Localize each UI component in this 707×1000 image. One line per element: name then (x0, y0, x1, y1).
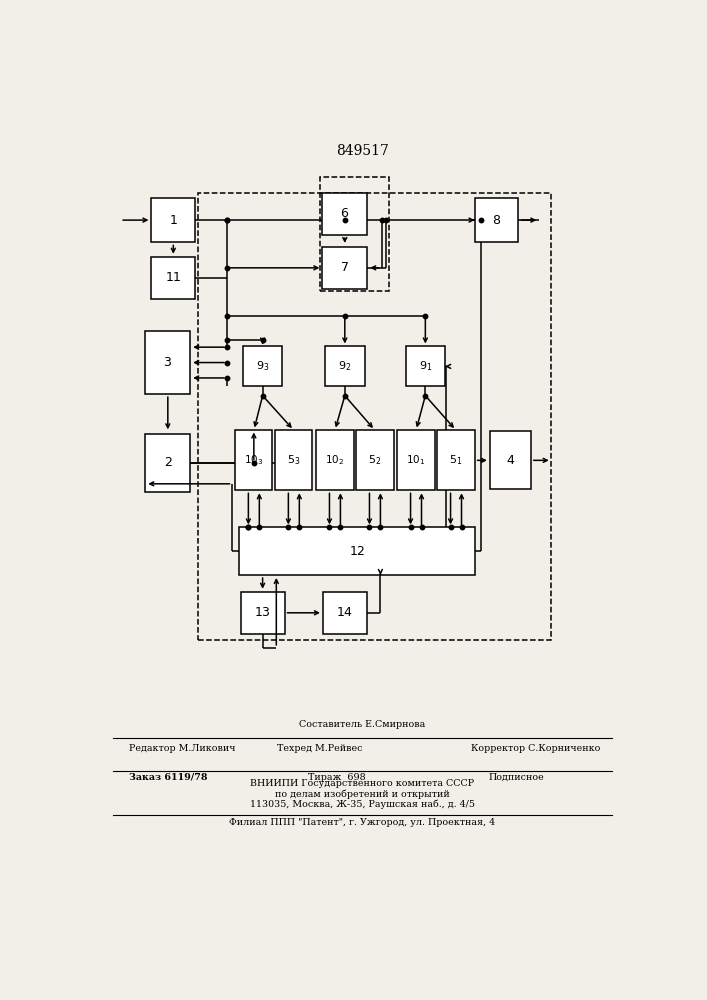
Text: $10_3$: $10_3$ (244, 453, 264, 467)
Text: Заказ 6119/78: Заказ 6119/78 (129, 773, 208, 782)
Text: $9_2$: $9_2$ (338, 360, 351, 373)
Bar (198, 193, 551, 640)
Text: 849517: 849517 (336, 144, 389, 158)
Text: $10_1$: $10_1$ (407, 453, 426, 467)
Bar (323, 592, 367, 634)
Bar (474, 198, 518, 242)
Bar (146, 331, 190, 394)
Text: $11$: $11$ (165, 271, 182, 284)
Bar (406, 346, 445, 386)
Text: Редактор М.Ликович: Редактор М.Ликович (129, 744, 236, 753)
Text: $9_1$: $9_1$ (419, 360, 432, 373)
Bar (325, 346, 365, 386)
Text: $10_2$: $10_2$ (325, 453, 344, 467)
Bar (146, 434, 190, 492)
Text: Составитель Е.Смирнова: Составитель Е.Смирнова (299, 720, 426, 729)
Bar (320, 177, 389, 291)
Text: $6$: $6$ (340, 207, 349, 220)
Bar (240, 592, 284, 634)
Text: $1$: $1$ (169, 214, 177, 227)
Bar (322, 247, 367, 289)
Text: $5_2$: $5_2$ (368, 453, 382, 467)
Bar (239, 527, 474, 575)
Text: $12$: $12$ (349, 545, 365, 558)
Text: $2$: $2$ (163, 456, 172, 469)
Text: $5_3$: $5_3$ (287, 453, 300, 467)
Bar (151, 257, 195, 299)
Text: $8$: $8$ (492, 214, 501, 227)
Text: ВНИИПИ Государственного комитета СССР: ВНИИПИ Государственного комитета СССР (250, 779, 474, 788)
Text: Тираж  698: Тираж 698 (308, 773, 366, 782)
Bar (356, 430, 394, 490)
Text: 113035, Москва, Ж-35, Раушская наб., д. 4/5: 113035, Москва, Ж-35, Раушская наб., д. … (250, 799, 475, 809)
Bar (275, 430, 312, 490)
Text: $7$: $7$ (340, 261, 349, 274)
Text: Филиал ППП "Патент", г. Ужгород, ул. Проектная, 4: Филиал ППП "Патент", г. Ужгород, ул. Про… (229, 818, 496, 827)
Bar (316, 430, 354, 490)
Text: $4$: $4$ (506, 454, 515, 467)
Text: $14$: $14$ (337, 606, 354, 619)
Bar (438, 430, 474, 490)
Text: $9_3$: $9_3$ (256, 360, 269, 373)
Bar (235, 430, 272, 490)
Text: по делам изобретений и открытий: по делам изобретений и открытий (275, 789, 450, 799)
Bar (397, 430, 435, 490)
Bar (151, 198, 195, 242)
Text: Подписное: Подписное (489, 773, 544, 782)
Bar (243, 346, 282, 386)
Bar (490, 431, 531, 489)
Text: $13$: $13$ (255, 606, 271, 619)
Bar (322, 193, 367, 235)
Text: Техред М.Рейвес: Техред М.Рейвес (277, 744, 363, 753)
Text: Корректор С.Корниченко: Корректор С.Корниченко (472, 744, 601, 753)
Text: $5_1$: $5_1$ (450, 453, 463, 467)
Text: $3$: $3$ (163, 356, 173, 369)
